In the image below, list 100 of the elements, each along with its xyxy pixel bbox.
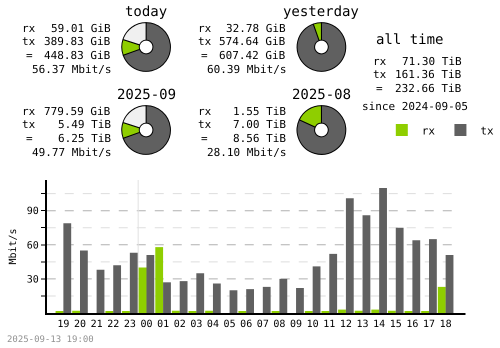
bar <box>338 310 346 313</box>
bar <box>212 283 221 313</box>
x-tick-label: 05 <box>224 319 236 330</box>
text: = <box>201 49 208 62</box>
y-axis-title: Mbit/s <box>8 228 20 265</box>
text: tx <box>198 35 212 48</box>
chart-title: 2025-08 <box>292 87 352 103</box>
x-tick-label: 17 <box>422 319 436 330</box>
text: 6.25 TiB <box>58 132 112 145</box>
x-tick-label: 06 <box>240 319 252 330</box>
bar <box>329 254 338 313</box>
x-tick-label: 15 <box>390 319 402 330</box>
bar <box>379 188 387 313</box>
x-tick-label: 09 <box>290 319 302 330</box>
bar <box>312 266 320 313</box>
text: 7.00 TiB <box>233 118 286 131</box>
text: rx <box>373 55 387 68</box>
bar <box>362 215 370 313</box>
bar <box>130 252 138 313</box>
y-tick-label: 30 <box>26 274 39 286</box>
x-tick-label: 21 <box>90 319 103 330</box>
y-tick-label: 90 <box>26 206 39 218</box>
text: 574.64 GiB <box>219 35 286 48</box>
bar <box>279 278 288 313</box>
bar <box>113 265 122 313</box>
bar <box>296 288 304 313</box>
text: = <box>201 132 208 145</box>
text: 389.83 GiB <box>44 35 111 48</box>
text: 8.56 TiB <box>233 132 286 145</box>
text: all time <box>376 32 444 48</box>
text: 71.30 TiB <box>402 55 462 68</box>
x-tick-label: 07 <box>256 319 269 330</box>
bar <box>155 247 164 313</box>
bar <box>230 290 238 313</box>
text: 607.42 GiB <box>219 49 286 62</box>
bar <box>412 240 420 313</box>
text: tx <box>22 35 36 48</box>
x-tick-label: 08 <box>273 319 286 330</box>
x-tick-label: 18 <box>440 319 452 330</box>
bar <box>80 250 88 313</box>
bar <box>438 286 446 313</box>
text: = <box>26 49 33 62</box>
text: 448.83 GiB <box>44 49 111 62</box>
x-tick-label: 03 <box>190 319 202 330</box>
x-tick-label: 13 <box>356 319 369 330</box>
donut-slice <box>122 22 171 72</box>
bar <box>429 239 437 313</box>
donut-slice <box>122 105 171 155</box>
text: rx <box>198 105 212 118</box>
text: 232.66 TiB <box>395 82 462 95</box>
text: rx <box>22 105 36 118</box>
text: tx <box>373 68 387 81</box>
bar <box>371 310 380 313</box>
text: 60.39 Mbit/s <box>207 63 286 76</box>
text: = <box>376 82 383 95</box>
text: rx <box>22 22 36 35</box>
x-tick-label: 04 <box>206 319 219 330</box>
bar <box>146 255 154 313</box>
text: rx <box>198 22 212 35</box>
bar <box>346 198 354 313</box>
text: 32.78 GiB <box>226 22 286 35</box>
x-tick-label: 16 <box>406 319 418 330</box>
bar <box>446 255 454 313</box>
x-tick-label: 19 <box>57 319 70 330</box>
donut-slice <box>296 22 346 72</box>
text: 59.01 GiB <box>51 22 111 35</box>
bar <box>262 286 271 313</box>
text: = <box>26 132 33 145</box>
text: 2025-09-13 19:00 <box>7 335 94 345</box>
text: 161.36 TiB <box>395 68 462 81</box>
text: 779.59 GiB <box>44 105 111 118</box>
x-tick-label: 02 <box>174 319 186 330</box>
x-tick-label: 00 <box>140 319 152 330</box>
bar <box>138 268 146 313</box>
x-tick-label: 01 <box>157 319 170 330</box>
bar <box>396 228 404 313</box>
x-tick-label: 12 <box>340 319 352 330</box>
bar <box>163 282 171 313</box>
x-tick-label: 11 <box>323 319 336 330</box>
text: 5.49 TiB <box>58 118 112 131</box>
bar <box>180 281 188 313</box>
text: 56.37 Mbit/s <box>32 63 112 76</box>
x-tick-label: 22 <box>107 319 120 330</box>
donut-slice <box>296 105 346 155</box>
bar <box>196 273 204 313</box>
text: 1.55 TiB <box>233 105 286 118</box>
text: since 2024-09-05 <box>362 100 468 113</box>
bar <box>96 270 104 313</box>
y-tick-label: 60 <box>26 240 39 252</box>
bar <box>63 223 72 313</box>
chart-title: today <box>125 4 168 20</box>
legend-label: rx <box>422 124 436 138</box>
x-tick-label: 14 <box>373 319 386 330</box>
chart-title: yesterday <box>283 4 359 20</box>
text: 49.77 Mbit/s <box>32 146 112 159</box>
text: 28.10 Mbit/s <box>207 146 286 159</box>
x-tick-label: 10 <box>306 319 319 330</box>
legend-label: tx <box>480 124 494 138</box>
bar <box>246 289 254 313</box>
x-tick-label: 23 <box>124 319 136 330</box>
